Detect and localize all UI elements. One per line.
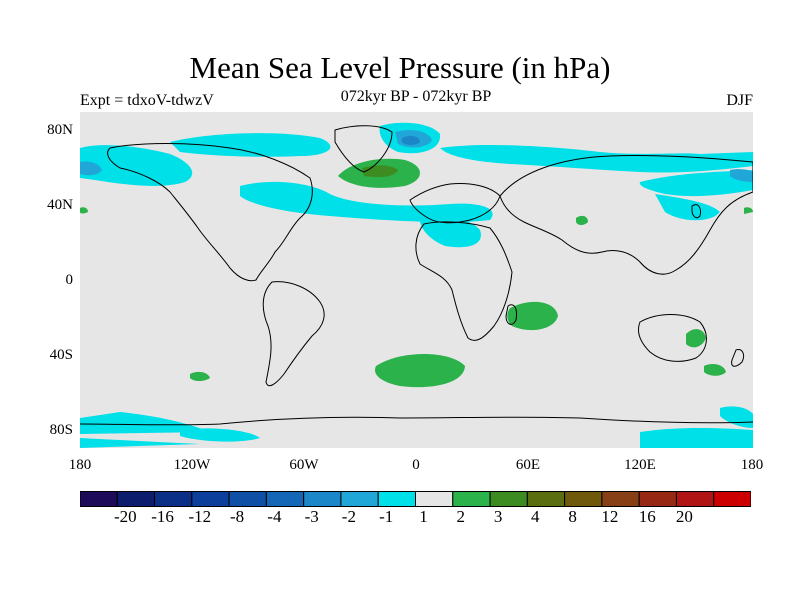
new-zealand-coast <box>731 349 745 367</box>
anomaly-region-australia <box>686 329 706 348</box>
lat-label-80s: 80S <box>49 422 73 438</box>
colorbar-label: -4 <box>267 507 282 526</box>
anomaly-region-north-america <box>240 181 493 223</box>
experiment-label: Expt = tdxoV-tdwzV <box>80 92 214 109</box>
map-title: Mean Sea Level Pressure (in hPa) <box>189 50 611 85</box>
anomaly-region-tropical-atlantic <box>80 207 88 214</box>
colorbar <box>80 491 751 507</box>
coastlines <box>80 125 753 426</box>
madagascar-coast <box>505 304 517 325</box>
strong-negative-anomaly-regions <box>80 130 753 182</box>
colorbar-label: -16 <box>151 507 174 526</box>
colorbar-box <box>116 491 156 507</box>
anomaly-region-madagascar <box>507 301 558 331</box>
africa-coast <box>415 221 513 341</box>
anomaly-region-antarctic-pacific <box>180 428 260 442</box>
anomaly-region-arctic-canada <box>170 133 331 157</box>
season-label: DJF <box>726 92 753 109</box>
colorbar-box <box>638 491 677 507</box>
colorbar-box <box>452 491 491 507</box>
south-america-coast <box>262 281 325 387</box>
colorbar-label: -20 <box>113 507 137 526</box>
lon-label-180w: 180 <box>68 457 92 473</box>
anomaly-region-arctic-russia <box>440 145 753 173</box>
colorbar-box <box>80 491 118 507</box>
colorbar-box <box>191 491 230 507</box>
anomaly-region-greenland-peak <box>402 135 420 145</box>
anomaly-region-south-atlantic <box>375 354 465 388</box>
colorbar-label: 3 <box>493 507 503 526</box>
colorbar-label: 4 <box>531 507 540 526</box>
australia-coast <box>637 314 707 362</box>
anomaly-region-east-asia <box>655 194 720 221</box>
europe-coast <box>409 183 501 224</box>
period-label: 072kyr BP - 072kyr BP <box>340 88 492 105</box>
colorbar-label: -2 <box>341 507 356 526</box>
anomaly-region-south-pacific <box>190 371 210 381</box>
colorbar-box <box>489 491 528 507</box>
colorbar-label: -1 <box>379 507 394 526</box>
colorbar-box <box>526 491 566 507</box>
antarctica-coast <box>80 416 753 426</box>
colorbar-box <box>303 491 342 507</box>
anomaly-region-north-pacific-core <box>80 161 102 176</box>
colorbar-label: 16 <box>638 507 656 526</box>
anomaly-region-antarctic-east <box>640 428 753 448</box>
anomaly-region-antarctic-west <box>80 412 210 434</box>
colorbar-label: 20 <box>675 507 693 526</box>
positive-anomaly-regions <box>80 158 753 388</box>
colorbar-box <box>675 491 715 507</box>
pressure-anomaly-map <box>80 112 753 448</box>
lon-label-60w: 60W <box>289 457 319 473</box>
lat-label-40s: 40S <box>49 347 73 363</box>
colorbar-box <box>154 491 193 507</box>
greenland-coast <box>334 125 393 173</box>
colorbar-box <box>340 491 379 507</box>
asia-coast <box>499 154 753 275</box>
colorbar-label: 2 <box>456 507 466 526</box>
lon-label-180e: 180 <box>740 457 764 473</box>
lat-label-0: 0 <box>65 272 74 288</box>
anomaly-region-central-asia <box>576 215 588 225</box>
japan-coast <box>691 204 701 219</box>
anomaly-region-siberia <box>639 170 753 197</box>
colorbar-box <box>228 491 267 507</box>
lat-label-40n: 40N <box>47 197 73 213</box>
colorbar-box <box>713 491 751 507</box>
colorbar-label: 8 <box>568 507 577 526</box>
lon-label-120w: 120W <box>173 457 211 473</box>
colorbar-box <box>265 491 305 507</box>
colorbar-label: 12 <box>601 507 619 526</box>
north-america-coast <box>107 143 313 282</box>
colorbar-box <box>601 491 640 507</box>
anomaly-region-antarctic-south <box>80 438 200 448</box>
colorbar-box <box>377 491 416 507</box>
colorbar-label: -3 <box>304 507 319 526</box>
colorbar-label: -12 <box>188 507 212 526</box>
anomaly-region-siberia-core <box>730 169 753 182</box>
colorbar-box <box>564 491 603 507</box>
colorbar-box <box>415 491 454 507</box>
colorbar-label: 1 <box>419 507 428 526</box>
lon-label-0: 0 <box>412 457 420 473</box>
anomaly-region-new-zealand <box>704 364 726 376</box>
lon-label-120e: 120E <box>624 457 656 473</box>
lon-label-60e: 60E <box>515 457 541 473</box>
anomaly-region-north-pacific-east <box>744 207 753 214</box>
colorbar-label: -8 <box>230 507 245 526</box>
lat-label-80n: 80N <box>47 122 73 138</box>
